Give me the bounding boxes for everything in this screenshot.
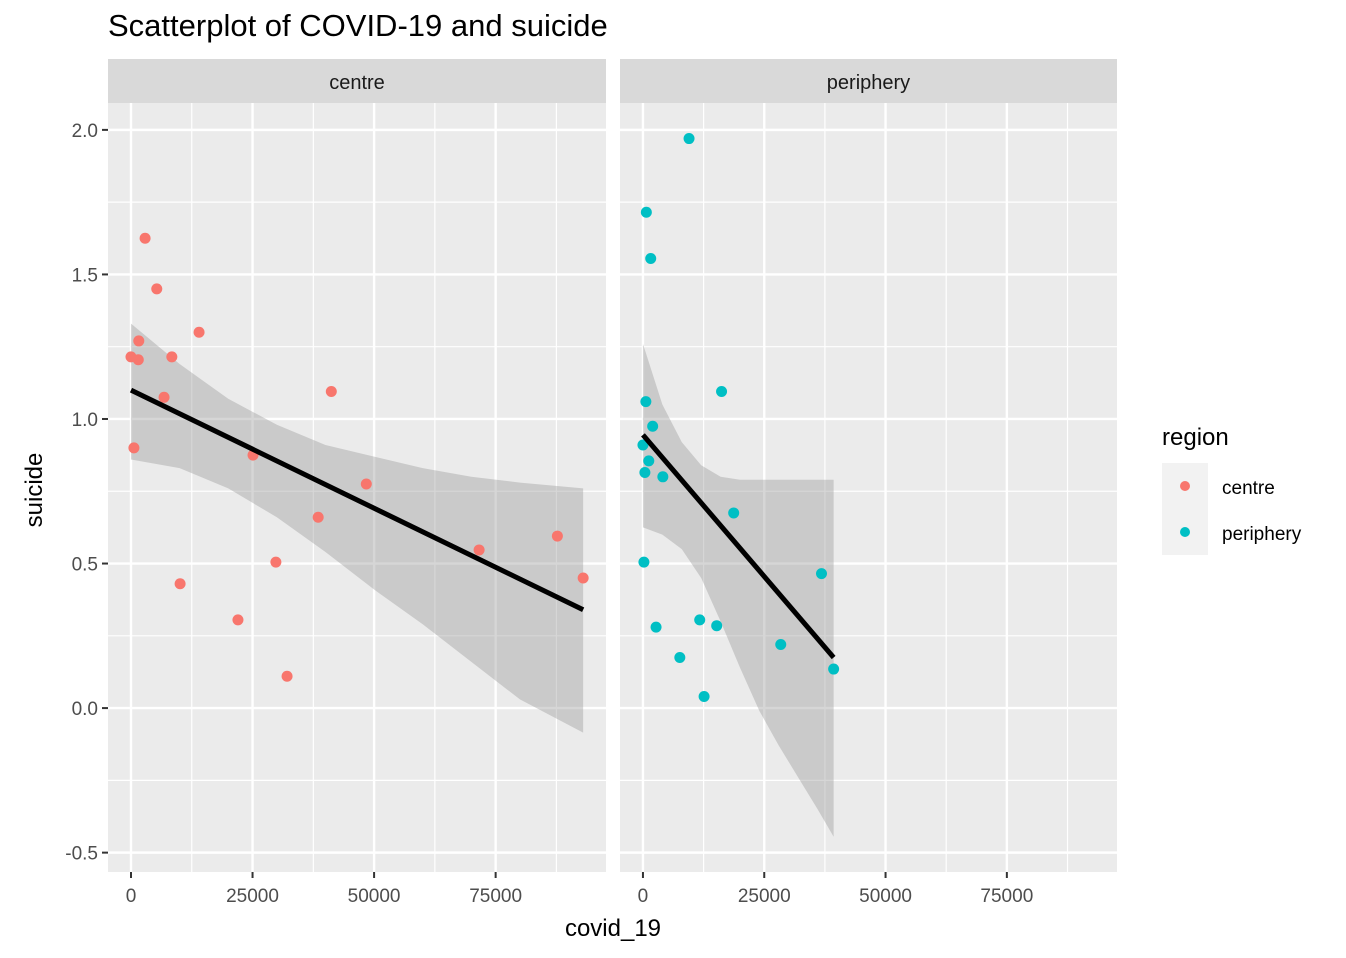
fit-line-periphery <box>641 433 836 660</box>
legend-title: region <box>1162 424 1229 451</box>
data-point-periphery <box>640 206 652 218</box>
data-point-periphery <box>711 620 723 632</box>
legend-label-periphery: periphery <box>1222 524 1302 545</box>
facet-strip-label-centre: centre <box>329 72 385 94</box>
data-point-periphery <box>816 568 828 580</box>
regression-line <box>641 433 836 660</box>
data-point-periphery <box>647 420 659 432</box>
confidence-band <box>130 323 584 733</box>
data-point-centre <box>193 326 205 338</box>
facet-strip-label-periphery: periphery <box>827 72 910 94</box>
data-point-periphery <box>637 439 649 451</box>
data-point-periphery <box>828 663 840 675</box>
panel-background-periphery <box>620 103 1117 872</box>
data-point-centre <box>166 351 178 363</box>
y-tick-label: -0.5 <box>65 844 98 865</box>
grid-centre <box>108 103 606 872</box>
x-tick-label: 25000 <box>226 886 279 907</box>
data-point-centre <box>325 386 337 398</box>
data-point-periphery <box>640 396 652 408</box>
data-point-periphery <box>657 471 669 483</box>
legend-label-centre: centre <box>1222 478 1275 499</box>
data-point-periphery <box>645 253 657 265</box>
legend-key-periphery <box>1180 527 1190 537</box>
y-tick-label: 1.5 <box>72 265 98 286</box>
x-axis-title: covid_19 <box>565 915 661 942</box>
points-centre <box>125 232 589 682</box>
x-tick-label: 25000 <box>738 886 791 907</box>
data-point-periphery <box>638 556 650 568</box>
data-point-periphery <box>716 386 728 398</box>
facet-panel-periphery: periphery 0 25000 50000 75000 <box>620 59 1117 907</box>
data-point-centre <box>577 572 589 584</box>
data-point-centre <box>312 511 324 523</box>
legend: region centre periphery <box>1162 424 1302 555</box>
data-point-centre <box>270 556 282 568</box>
data-point-centre <box>473 544 485 556</box>
data-point-centre <box>139 232 151 244</box>
data-point-periphery <box>683 133 695 145</box>
data-point-periphery <box>775 638 787 650</box>
data-point-centre <box>174 578 186 590</box>
chart-title: Scatterplot of COVID-19 and suicide <box>108 8 608 43</box>
data-point-centre <box>232 614 244 626</box>
y-tick-label: 1.0 <box>72 410 98 431</box>
data-point-centre <box>133 335 145 347</box>
facet-strip-centre <box>108 59 606 103</box>
x-tick-label: 50000 <box>859 886 912 907</box>
y-tick-label: 0.5 <box>72 555 98 576</box>
data-point-centre <box>128 442 140 454</box>
panel-background-centre <box>108 103 606 872</box>
data-point-periphery <box>650 621 662 633</box>
y-axis-title: suicide <box>21 453 48 528</box>
x-tick-label: 0 <box>638 886 649 907</box>
data-point-centre <box>132 354 144 366</box>
x-axis-centre: 0 25000 50000 75000 <box>126 872 522 907</box>
points-periphery <box>637 133 840 703</box>
facet-panel-centre: centre 0 25000 50000 75000 <box>108 59 606 907</box>
y-tick-label: 0.0 <box>72 699 98 720</box>
x-tick-label: 75000 <box>980 886 1033 907</box>
confidence-band <box>642 343 834 837</box>
legend-key-centre <box>1180 481 1190 491</box>
x-tick-label: 50000 <box>348 886 401 907</box>
confidence-ribbon-centre <box>130 323 584 733</box>
data-point-centre <box>551 530 563 542</box>
data-point-periphery <box>698 691 710 703</box>
grid-periphery <box>620 103 1117 872</box>
data-point-centre <box>281 670 293 682</box>
facet-strip-periphery <box>620 59 1117 103</box>
data-point-periphery <box>694 614 706 626</box>
legend-key-background <box>1162 463 1208 555</box>
x-tick-label: 75000 <box>469 886 522 907</box>
data-point-periphery <box>674 651 686 663</box>
data-point-centre <box>151 283 163 295</box>
confidence-ribbon-periphery <box>642 343 834 837</box>
data-point-periphery <box>639 466 651 478</box>
data-point-periphery <box>728 507 740 519</box>
y-tick-label: 2.0 <box>72 121 98 142</box>
data-point-periphery <box>643 455 655 467</box>
data-point-centre <box>360 478 372 490</box>
x-axis-periphery: 0 25000 50000 75000 <box>638 872 1033 907</box>
y-axis: -0.5 0.0 0.5 1.0 1.5 2.0 <box>65 121 108 865</box>
data-point-centre <box>158 391 170 403</box>
x-tick-label: 0 <box>126 886 137 907</box>
fit-line-centre <box>129 387 585 613</box>
regression-line <box>129 387 585 613</box>
